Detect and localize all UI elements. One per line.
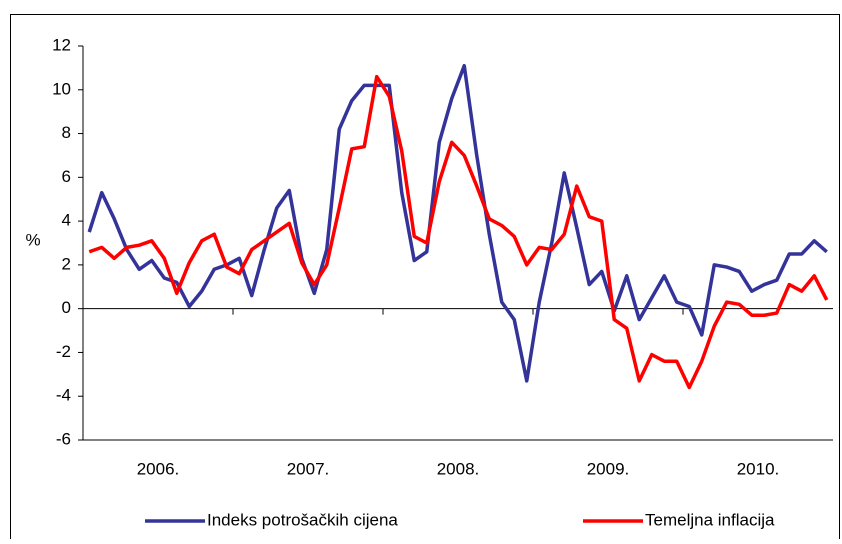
y-axis-label: % — [25, 230, 40, 249]
y-tick-label: 0 — [62, 298, 71, 317]
legend-label: Temeljna inflacija — [645, 510, 775, 529]
line-series — [87, 63, 828, 383]
line-series — [88, 74, 829, 390]
y-tick-label: -4 — [56, 386, 71, 405]
y-tick-label: 4 — [62, 211, 71, 230]
y-tick-label: -2 — [56, 342, 71, 361]
chart-frame — [10, 14, 840, 544]
y-tick-label: 8 — [62, 123, 71, 142]
x-tick-label: 2008. — [437, 459, 480, 478]
y-tick-label: 10 — [52, 79, 71, 98]
x-tick-label: 2007. — [287, 459, 330, 478]
x-tick-label: 2006. — [137, 459, 180, 478]
x-tick-label: 2010. — [737, 459, 780, 478]
y-tick-label: 6 — [62, 167, 71, 186]
x-tick-label: 2009. — [587, 459, 630, 478]
y-tick-label: -6 — [56, 429, 71, 448]
y-tick-label: 12 — [52, 35, 71, 54]
legend-label: Indeks potrošačkih cijena — [207, 510, 398, 529]
y-tick-label: 2 — [62, 254, 71, 273]
